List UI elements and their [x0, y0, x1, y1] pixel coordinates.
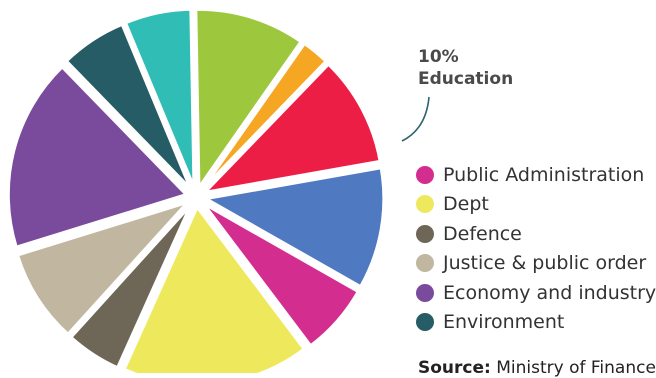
- pie-slice: [16, 200, 190, 336]
- legend: Public Administration Dept Defence Justi…: [416, 160, 656, 337]
- source-label: Source:: [418, 358, 491, 378]
- legend-swatch: [416, 165, 434, 184]
- source-note: Source: Ministry of Finance: [418, 358, 656, 378]
- source-text: Ministry of Finance: [496, 358, 656, 378]
- pie-slice: [200, 41, 328, 191]
- pie-chart: [6, 7, 386, 373]
- pie-slice: [69, 203, 193, 370]
- legend-item: Dept: [416, 190, 656, 220]
- callout-label: Education: [418, 69, 514, 89]
- legend-swatch: [416, 254, 434, 273]
- legend-swatch: [416, 283, 434, 302]
- legend-label: Justice & public order: [443, 252, 647, 275]
- legend-label: Dept: [443, 193, 489, 216]
- callout-leader-line: [401, 96, 430, 142]
- pie-slice: [6, 65, 188, 249]
- pie-slice: [203, 62, 382, 194]
- legend-label: Defence: [443, 222, 522, 245]
- legend-label: Economy and industry: [443, 281, 656, 304]
- legend-label: Public Administration: [443, 163, 645, 186]
- legend-swatch: [416, 224, 434, 243]
- pie-slice: [122, 205, 306, 373]
- pie-slice: [64, 22, 192, 191]
- legend-item: Defence: [416, 219, 656, 249]
- legend-label: Environment: [443, 311, 565, 334]
- pie-slice: [194, 7, 303, 189]
- legend-swatch: [416, 313, 434, 332]
- legend-item: Public Administration: [416, 160, 656, 190]
- legend-item: Justice & public order: [416, 249, 656, 279]
- legend-item: Environment: [416, 308, 656, 338]
- pie-slice: [124, 7, 196, 189]
- pie-slice: [204, 166, 386, 289]
- legend-item: Economy and industry: [416, 278, 656, 308]
- legend-swatch: [416, 195, 434, 214]
- education-callout: 10% Education: [418, 46, 513, 90]
- callout-percent: 10%: [418, 47, 459, 67]
- pie-slice: [202, 202, 360, 348]
